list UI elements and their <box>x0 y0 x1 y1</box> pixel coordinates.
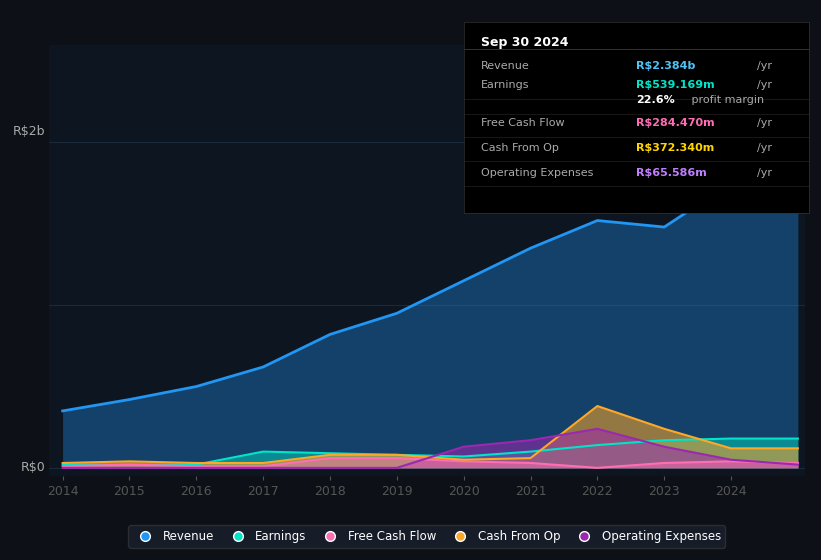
Text: Sep 30 2024: Sep 30 2024 <box>481 36 569 49</box>
Text: /yr: /yr <box>757 143 772 153</box>
Text: R$0: R$0 <box>21 461 45 474</box>
Text: R$284.470m: R$284.470m <box>636 118 715 128</box>
Text: R$2b: R$2b <box>13 124 45 138</box>
Text: R$2.384b: R$2.384b <box>636 61 695 71</box>
Text: R$65.586m: R$65.586m <box>636 168 707 178</box>
Text: /yr: /yr <box>757 80 772 90</box>
Legend: Revenue, Earnings, Free Cash Flow, Cash From Op, Operating Expenses: Revenue, Earnings, Free Cash Flow, Cash … <box>128 525 726 548</box>
Text: /yr: /yr <box>757 168 772 178</box>
Text: Operating Expenses: Operating Expenses <box>481 168 594 178</box>
Text: profit margin: profit margin <box>688 95 764 105</box>
Text: /yr: /yr <box>757 61 772 71</box>
Text: Earnings: Earnings <box>481 80 530 90</box>
Text: Revenue: Revenue <box>481 61 530 71</box>
Text: Cash From Op: Cash From Op <box>481 143 559 153</box>
Text: R$539.169m: R$539.169m <box>636 80 715 90</box>
Text: Free Cash Flow: Free Cash Flow <box>481 118 565 128</box>
Text: /yr: /yr <box>757 118 772 128</box>
Text: 22.6%: 22.6% <box>636 95 675 105</box>
Text: R$372.340m: R$372.340m <box>636 143 714 153</box>
